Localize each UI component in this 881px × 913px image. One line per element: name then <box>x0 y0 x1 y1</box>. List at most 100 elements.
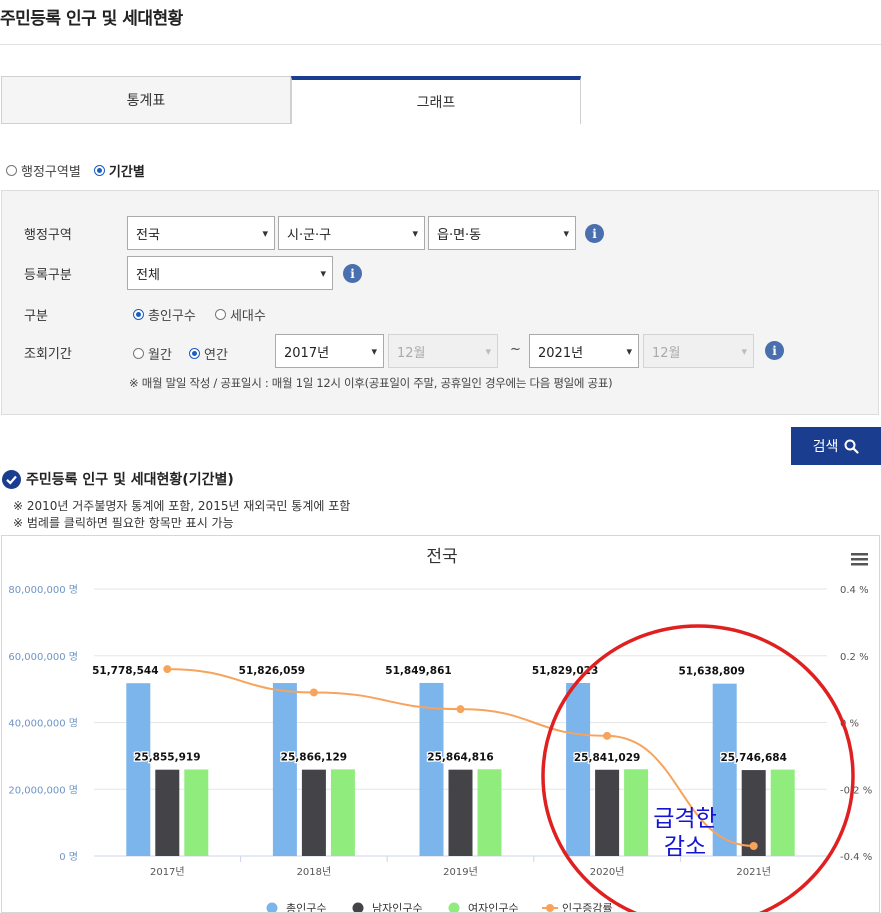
bar <box>301 769 326 856</box>
select-value: 2021년 <box>538 345 584 361</box>
select-value: 전체 <box>136 267 160 283</box>
bar <box>595 769 620 856</box>
chevron-down-icon: ▾ <box>626 344 632 358</box>
legend-item[interactable]: 여자인구수 <box>468 902 519 913</box>
data-label: 25,746,684 <box>720 752 786 764</box>
chevron-down-icon: ▾ <box>485 344 491 358</box>
y-left-tick-label: 60,000,000 명 <box>8 651 78 663</box>
section-heading: 주민등록 인구 및 세대현황(기간별) <box>2 469 234 489</box>
legend-item[interactable]: 남자인구수 <box>372 902 423 913</box>
bar <box>419 682 444 856</box>
section-title: 주민등록 인구 및 세대현황(기간별) <box>26 472 234 488</box>
page-title: 주민등록 인구 및 세대현황 <box>0 9 183 29</box>
bar <box>184 769 209 856</box>
bar <box>330 769 355 856</box>
search-icon <box>844 439 859 454</box>
data-label: 25,866,129 <box>281 752 347 764</box>
publish-notice: ※ 매월 말일 작성 / 공표일시 : 매월 1일 12시 이후(공표일이 주말… <box>129 376 613 390</box>
legend-item[interactable]: 인구증감률 <box>562 902 613 913</box>
radio-label: 세대수 <box>229 309 266 324</box>
title-divider <box>0 44 881 45</box>
y-left-tick-label: 80,000,000 명 <box>8 584 78 596</box>
y-right-tick-label: 0.2 % <box>840 652 869 663</box>
bar <box>566 683 591 856</box>
hamburger-icon[interactable] <box>851 553 868 566</box>
radio-by-period[interactable]: 기간별 <box>93 160 145 180</box>
radio-yearly[interactable]: 연간 <box>189 343 228 363</box>
info-icon[interactable]: i <box>585 224 604 243</box>
radio-by-region[interactable]: 행정구역별 <box>6 160 81 180</box>
radio-circle[interactable] <box>133 348 144 359</box>
bar <box>770 769 795 856</box>
select-value: 시·군·구 <box>287 227 332 243</box>
radio-total-population[interactable]: 총인구수 <box>133 304 196 324</box>
y-right-tick-label: 0 % <box>840 719 859 730</box>
tab-table[interactable]: 통계표 <box>1 76 291 124</box>
data-label: 51,638,809 <box>678 666 744 678</box>
bar <box>712 683 737 856</box>
bar <box>272 683 297 856</box>
check-circle-icon <box>2 469 21 489</box>
category-label: 구분 <box>24 309 48 324</box>
select-value: 12월 <box>652 345 681 361</box>
reg-type-select[interactable]: 전체 ▾ <box>127 256 333 290</box>
bar <box>741 770 766 856</box>
info-icon[interactable]: i <box>343 264 362 283</box>
y-right-tick-label: -0.4 % <box>840 852 872 863</box>
bar <box>155 769 180 856</box>
x-tick-label: 2018년 <box>297 866 332 878</box>
bar <box>624 769 649 856</box>
line-point <box>749 841 758 850</box>
end-month-select: 12월 ▾ <box>643 334 754 368</box>
period-label: 조회기간 <box>24 347 72 362</box>
tab-graph-label: 그래프 <box>416 95 456 111</box>
region-eupmyeondong-select[interactable]: 읍·면·동 ▾ <box>428 216 576 250</box>
radio-circle[interactable] <box>93 165 105 176</box>
chevron-down-icon: ▾ <box>320 266 326 280</box>
radio-circle[interactable] <box>214 309 226 320</box>
radio-label: 월간 <box>148 348 172 363</box>
radio-circle[interactable] <box>133 309 144 320</box>
start-month-select: 12월 ▾ <box>388 334 498 368</box>
annotation-text: 급격한 <box>653 806 716 832</box>
legend-item[interactable]: 총인구수 <box>286 902 326 913</box>
chart-container: 전국 0 명 20,000,000 명 40,000,000 명 60,000,000 … <box>1 535 880 913</box>
chevron-down-icon: ▾ <box>262 226 268 240</box>
select-value: 읍·면·동 <box>437 227 482 243</box>
chevron-down-icon: ▾ <box>371 344 377 358</box>
radio-circle[interactable] <box>6 165 17 176</box>
radio-circle[interactable] <box>189 348 201 359</box>
chart-title: 전국 <box>426 547 457 566</box>
start-year-select[interactable]: 2017년 ▾ <box>275 334 384 368</box>
data-label: 51,826,059 <box>239 665 305 677</box>
tab-graph[interactable]: 그래프 <box>291 76 581 124</box>
select-value: 2017년 <box>284 345 330 361</box>
data-label: 51,849,861 <box>385 665 451 677</box>
y-right-tick-label: -0.2 % <box>840 785 872 796</box>
y-left-tick-label: 20,000,000 명 <box>8 784 78 796</box>
data-label: 25,855,919 <box>134 752 200 764</box>
end-year-select[interactable]: 2021년 ▾ <box>529 334 639 368</box>
x-tick-label: 2019년 <box>443 866 478 878</box>
y-left-tick-label: 0 명 <box>59 851 78 863</box>
legend-symbol <box>546 904 554 912</box>
radio-households[interactable]: 세대수 <box>214 304 266 324</box>
line-point <box>456 705 465 714</box>
region-sigungu-select[interactable]: 시·군·구 ▾ <box>278 216 425 250</box>
select-value: 전국 <box>136 227 160 243</box>
line-point <box>309 688 318 697</box>
data-label: 51,778,544 <box>92 665 158 677</box>
radio-monthly[interactable]: 월간 <box>133 343 172 363</box>
search-button[interactable]: 검색 <box>791 427 881 465</box>
region-label: 행정구역 <box>24 228 72 243</box>
region-sido-select[interactable]: 전국 ▾ <box>127 216 275 250</box>
select-value: 12월 <box>397 345 426 361</box>
period-type-group: 월간 연간 <box>133 343 228 363</box>
legend-symbol <box>352 902 364 912</box>
bar <box>126 683 151 856</box>
view-mode-group: 행정구역별 기간별 <box>6 160 145 180</box>
category-group: 총인구수 세대수 <box>133 304 266 324</box>
data-label: 25,841,029 <box>574 752 640 764</box>
search-button-label: 검색 <box>812 439 839 455</box>
info-icon[interactable]: i <box>765 341 784 360</box>
